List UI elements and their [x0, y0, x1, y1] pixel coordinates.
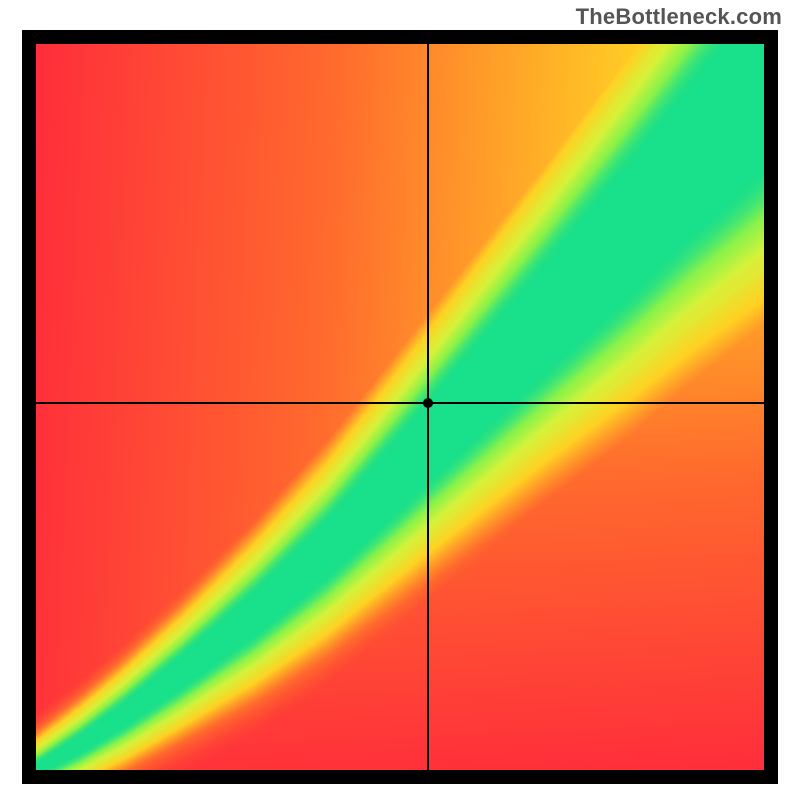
- frame-border-bottom: [22, 770, 778, 784]
- frame-border-left: [22, 30, 36, 784]
- heatmap-plot: [36, 44, 764, 770]
- frame-border-top: [22, 30, 778, 44]
- heatmap-canvas: [36, 44, 764, 770]
- selection-marker: [423, 398, 433, 408]
- stage: TheBottleneck.com: [0, 0, 800, 800]
- crosshair-horizontal: [36, 402, 764, 404]
- frame-border-right: [764, 30, 778, 784]
- watermark-text: TheBottleneck.com: [576, 4, 782, 30]
